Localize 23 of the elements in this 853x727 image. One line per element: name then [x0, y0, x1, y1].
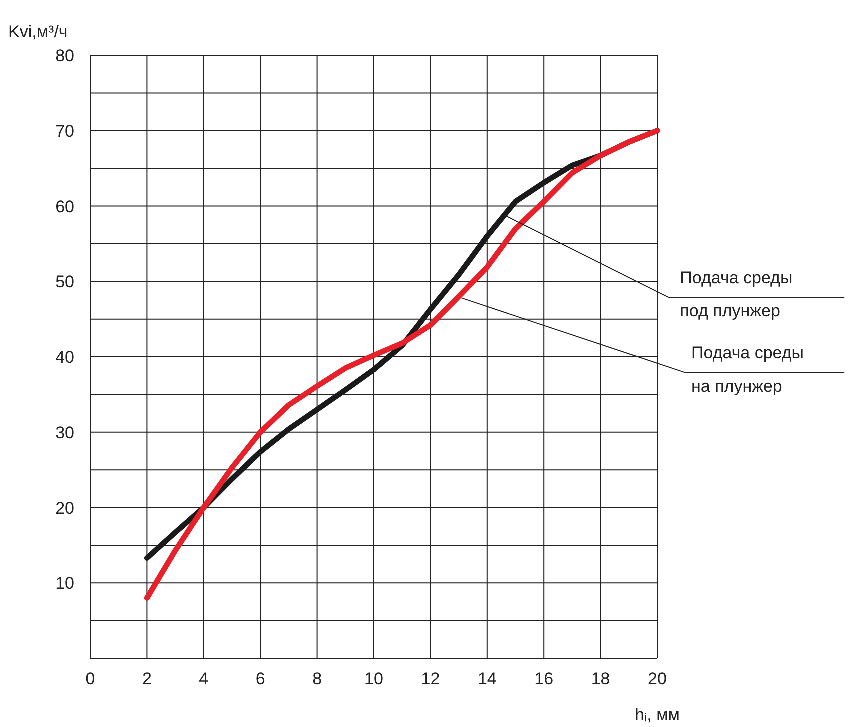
- annotation: Подача среды под плунжер: [680, 268, 793, 321]
- y-tick-label: 20: [56, 498, 75, 518]
- y-tick-label: 80: [56, 46, 75, 66]
- y-tick-label: 50: [56, 272, 75, 292]
- y-tick-label: 60: [56, 197, 75, 216]
- x-tick-label: 4: [199, 670, 209, 688]
- x-tick-label: 14: [478, 670, 497, 688]
- y-tick-label: 70: [56, 122, 75, 141]
- x-tick-label: 20: [648, 670, 667, 688]
- x-tick-label: 10: [364, 670, 384, 688]
- x-tick-label: 16: [534, 670, 554, 688]
- x-tick-label: 2: [142, 670, 152, 688]
- x-tick-label: 6: [256, 670, 266, 688]
- x-tick-label: 12: [421, 670, 440, 688]
- y-tick-label: 40: [56, 348, 75, 367]
- y-tick-label: 30: [56, 423, 75, 442]
- y-tick-label: 10: [56, 574, 75, 594]
- x-tick-label: 8: [312, 670, 322, 688]
- x-tick-label: 0: [86, 670, 96, 688]
- x-tick-label: 18: [591, 670, 610, 688]
- annotation: Подача среды на плунжер: [692, 344, 804, 396]
- x-axis-title: hᵢ, мм: [635, 706, 680, 724]
- y-axis-title: Kvi,м³/ч: [8, 22, 68, 42]
